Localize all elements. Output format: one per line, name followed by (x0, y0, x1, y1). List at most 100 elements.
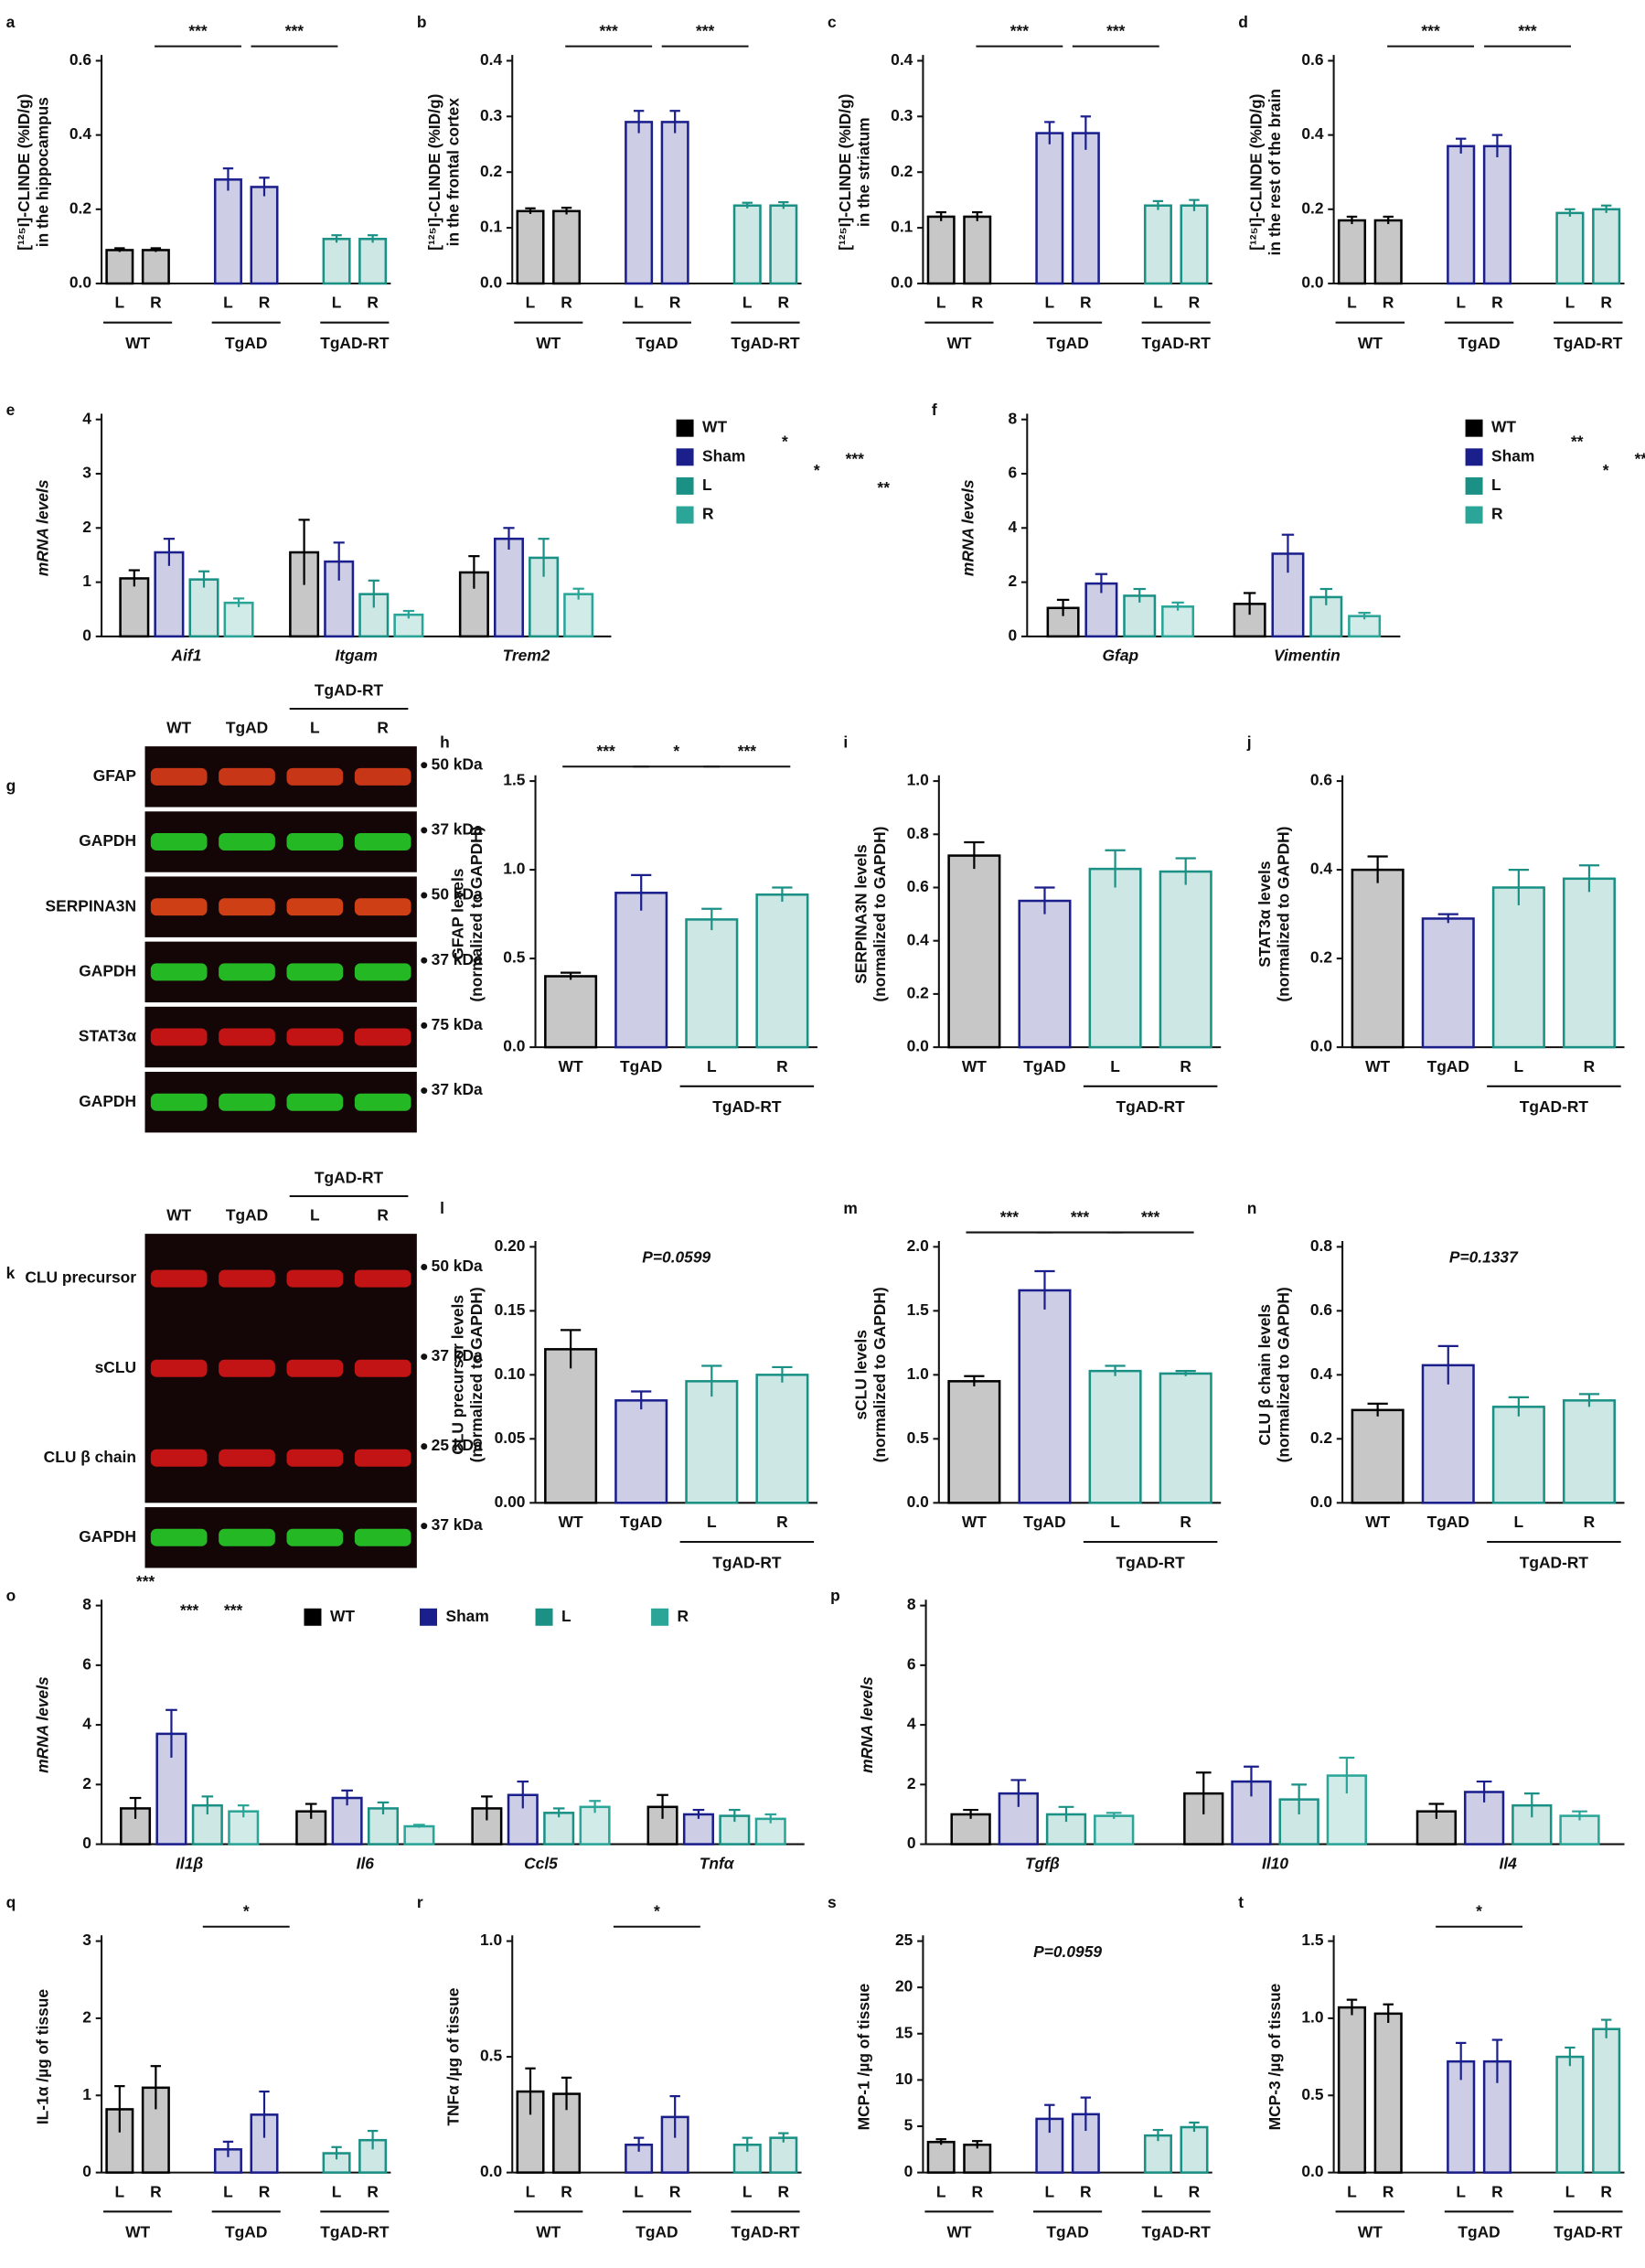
x-tick-label: L (1153, 294, 1163, 312)
x-tick-label: L (223, 294, 233, 312)
marker-dot (421, 957, 428, 964)
x-tick-label: Itgam (336, 647, 378, 665)
y-tick-label: 15 (895, 2023, 913, 2041)
annotation: * (654, 1902, 660, 1920)
y-tick-label: 0.4 (69, 124, 91, 143)
blot-label: GAPDH (79, 1527, 136, 1546)
band (354, 767, 411, 786)
bar (926, 215, 956, 285)
y-tick-label: 0.1 (891, 218, 913, 236)
bar (660, 121, 689, 285)
x-tick-label: R (150, 2182, 162, 2200)
x-tick-label: R (259, 294, 271, 312)
y-tick-label: 0.0 (69, 273, 91, 292)
y-tick-label: 0.0 (1301, 2162, 1323, 2180)
bar (1447, 144, 1476, 285)
x-tick-label: Il1β (176, 1854, 203, 1872)
x-tick-label: R (1189, 2182, 1201, 2200)
bar (1592, 208, 1621, 285)
group-label: TgAD-RT (1554, 334, 1623, 352)
bar (947, 1380, 1001, 1504)
y-tick-label: 1 (82, 572, 91, 590)
marker-label: 37 kDa (432, 1080, 483, 1098)
x-tick-label: L (1153, 2182, 1163, 2200)
x-tick-label: L (1347, 2182, 1357, 2200)
bar (1373, 219, 1403, 285)
legend-swatch (304, 1608, 322, 1626)
y-tick-label: 0.4 (480, 50, 502, 69)
legend-label: WT (330, 1607, 355, 1625)
x-tick-label: Il10 (1262, 1854, 1288, 1872)
y-tick-label: 0.4 (1301, 124, 1323, 143)
panel-letter: f (932, 401, 937, 419)
y-axis-label: IL-1α /µg of tissue (33, 1989, 51, 2124)
y-axis-label: GFAP levels (448, 869, 466, 960)
x-tick-label: R (1491, 2182, 1503, 2200)
bar (926, 2140, 956, 2174)
marker-dot (421, 1022, 428, 1029)
legend-label: WT (702, 418, 727, 436)
group-label: TgAD (1046, 2223, 1088, 2241)
group-label: WT (536, 2223, 561, 2241)
bar (1337, 219, 1367, 285)
group-label: TgAD-RT (731, 334, 800, 352)
y-tick-label: 8 (907, 1595, 916, 1613)
bar (154, 551, 185, 638)
marker-dot (421, 1443, 428, 1450)
bar (1421, 917, 1475, 1049)
y-tick-label: 1.0 (907, 1364, 929, 1383)
bar (1559, 1814, 1600, 1845)
blot-label: GAPDH (79, 1092, 136, 1110)
panel-letter: r (417, 1893, 423, 1911)
marker-label: 25 kDa (432, 1436, 483, 1454)
y-axis-label: (normalized to GAPDH) (467, 827, 486, 1002)
bar (755, 1374, 809, 1504)
x-tick-label: R (1600, 294, 1612, 312)
panel-letter: p (830, 1587, 840, 1605)
bar (1351, 1408, 1405, 1504)
bar (119, 577, 150, 638)
blot-label: CLU β chain (44, 1448, 136, 1466)
marker-label: 50 kDa (432, 885, 483, 904)
group-label: TgAD (1046, 334, 1088, 352)
band (354, 1528, 411, 1546)
y-tick-label: 8 (82, 1595, 91, 1613)
annotation: P=0.0599 (642, 1248, 710, 1267)
bar (543, 1812, 575, 1845)
x-tick-label: R (778, 2182, 790, 2200)
panel-letter: d (1238, 13, 1248, 31)
y-tick-label: 0.0 (1301, 273, 1323, 292)
legend-label: Sham (445, 1607, 488, 1625)
x-tick-label: WT (559, 1057, 583, 1075)
legend-label: R (1491, 505, 1503, 523)
band (219, 1449, 275, 1467)
x-tick-label: R (971, 2182, 983, 2200)
x-tick-label: L (707, 1513, 717, 1531)
x-tick-label: R (776, 1513, 788, 1531)
x-tick-label: R (150, 294, 162, 312)
x-tick-label: R (1189, 294, 1201, 312)
y-tick-label: 0.10 (495, 1364, 526, 1383)
y-axis-label: TNFα /µg of tissue (444, 1987, 463, 2125)
band (354, 833, 411, 850)
legend-swatch (676, 448, 694, 466)
group-label: WT (125, 2223, 150, 2241)
x-tick-label: L (1110, 1057, 1120, 1075)
band (219, 1359, 275, 1377)
bar (358, 238, 388, 285)
marker-dot (421, 1523, 428, 1530)
annotation: *** (1518, 21, 1537, 39)
bar (213, 178, 242, 285)
legend-label: Sham (702, 446, 745, 465)
x-tick-label: L (634, 294, 644, 312)
group-label: TgAD (225, 2223, 267, 2241)
y-tick-label: 2 (82, 2007, 91, 2026)
marker-label: 50 kDa (432, 1257, 483, 1275)
x-tick-label: WT (1365, 1513, 1390, 1531)
y-tick-label: 4 (82, 409, 91, 427)
y-tick-label: 0.05 (495, 1428, 526, 1447)
band (219, 963, 275, 981)
y-tick-label: 0.2 (907, 983, 929, 1001)
y-tick-label: 25 (895, 1931, 913, 1949)
